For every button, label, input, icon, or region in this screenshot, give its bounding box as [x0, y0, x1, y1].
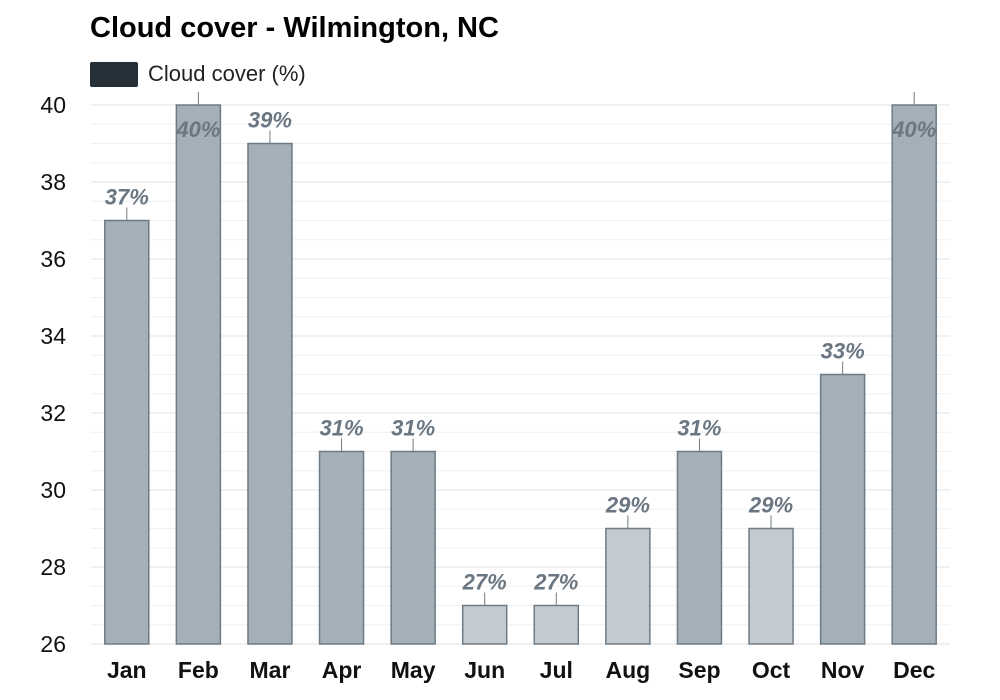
x-tick-label: Sep	[678, 657, 720, 683]
y-tick-label: 36	[40, 246, 66, 272]
bar	[819, 373, 866, 645]
legend-swatch	[90, 61, 138, 87]
data-label: 29%	[605, 493, 650, 518]
bar	[175, 104, 222, 645]
data-labels: 37% 40% 39% 31% 31% 27% 27% 29% 31% 29% 33% 40%	[105, 92, 936, 606]
y-axis: 26 28 30 32 34 36 38 40	[40, 92, 66, 657]
y-tick-label: 38	[40, 169, 66, 195]
x-tick-label: Dec	[893, 657, 935, 683]
data-label: 31%	[320, 416, 364, 441]
data-label: 31%	[391, 416, 435, 441]
bar	[390, 450, 436, 645]
bar	[533, 604, 580, 645]
data-label: 27%	[533, 570, 578, 595]
x-tick-label: May	[391, 657, 436, 683]
bar	[891, 104, 937, 645]
y-tick-label: 32	[40, 400, 66, 426]
data-label: 40%	[175, 117, 220, 142]
bar	[748, 527, 794, 645]
chart-title: Cloud cover - Wilmington, NC	[90, 12, 499, 44]
bar	[104, 219, 150, 645]
grid	[91, 104, 950, 645]
data-label: 40%	[891, 117, 936, 142]
bars	[104, 104, 937, 645]
bar	[676, 450, 723, 645]
y-tick-label: 28	[40, 554, 66, 580]
x-tick-label: Aug	[606, 657, 651, 683]
x-axis: Jan Feb Mar Apr May Jun Jul Aug Sep Oct Nov Dec	[107, 657, 936, 683]
x-tick-label: Apr	[322, 657, 362, 683]
data-label: 33%	[821, 339, 865, 364]
x-tick-label: Oct	[752, 657, 791, 683]
bar	[247, 142, 293, 645]
y-tick-label: 30	[40, 477, 66, 503]
data-label: 31%	[677, 416, 721, 441]
data-label: 27%	[462, 570, 507, 595]
bar	[605, 527, 651, 645]
bar	[461, 604, 508, 645]
x-tick-label: Mar	[250, 657, 291, 683]
bar	[318, 450, 365, 645]
data-label: 39%	[248, 108, 292, 133]
legend-label: Cloud cover (%)	[148, 61, 306, 86]
x-tick-label: Feb	[178, 657, 219, 683]
x-tick-label: Jun	[464, 657, 505, 683]
x-tick-label: Jul	[540, 657, 573, 683]
y-tick-label: 26	[40, 631, 66, 657]
legend: Cloud cover (%)	[90, 61, 306, 87]
data-label: 29%	[748, 493, 793, 518]
x-tick-label: Nov	[821, 657, 865, 683]
data-label: 37%	[105, 185, 149, 210]
y-tick-label: 34	[40, 323, 66, 349]
y-tick-label: 40	[40, 92, 66, 118]
x-tick-label: Jan	[107, 657, 147, 683]
